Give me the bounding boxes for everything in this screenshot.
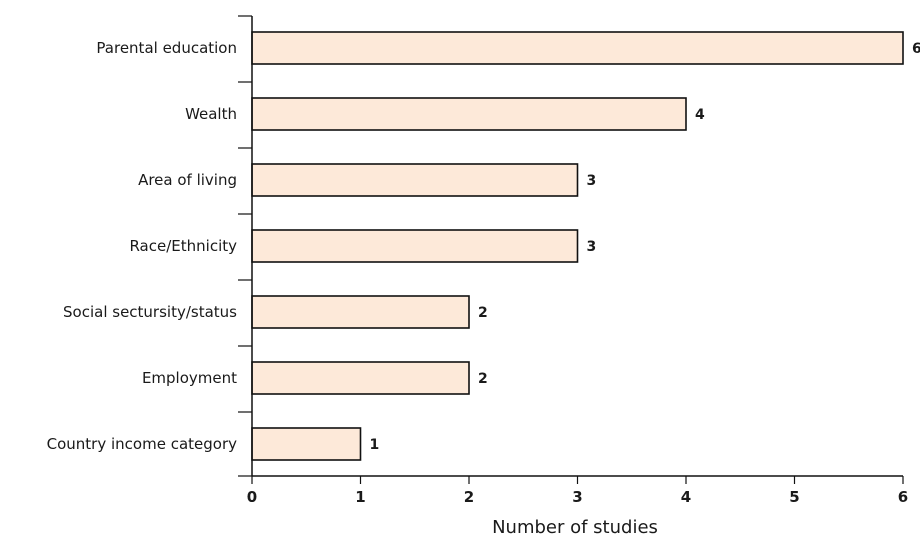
x-tick-label: 2 (464, 488, 474, 506)
value-label: 2 (478, 371, 488, 387)
bars-layer: 6 4 3 3 2 2 1 (251, 31, 920, 461)
bar (251, 295, 470, 329)
category-label: Race/Ethnicity (129, 237, 237, 255)
value-label: 2 (478, 305, 488, 321)
bar (251, 229, 579, 263)
category-label: Employment (142, 369, 237, 387)
bar (251, 97, 687, 131)
x-tick-label: 0 (247, 488, 257, 506)
bar (251, 427, 362, 461)
value-label: 3 (587, 173, 597, 189)
x-tick-label: 6 (898, 488, 908, 506)
x-axis-title: Number of studies (492, 517, 658, 538)
value-label: 4 (695, 107, 705, 123)
bar (251, 163, 579, 197)
category-label: Social sectursity/status (63, 303, 237, 321)
category-label: Area of living (138, 171, 237, 189)
value-label: 6 (912, 41, 920, 57)
axes-layer: Parental education Wealth Area of living Ra… (47, 15, 908, 506)
category-label: Wealth (185, 105, 237, 123)
x-tick-label: 1 (355, 488, 365, 506)
x-tick-label: 3 (572, 488, 582, 506)
bar (251, 31, 904, 65)
category-label: Parental education (96, 39, 237, 57)
x-tick-label: 5 (789, 488, 799, 506)
bar (251, 361, 470, 395)
value-label: 1 (370, 437, 380, 453)
value-label: 3 (587, 239, 597, 255)
x-tick-label: 4 (681, 488, 691, 506)
category-label: Country income category (47, 435, 237, 453)
